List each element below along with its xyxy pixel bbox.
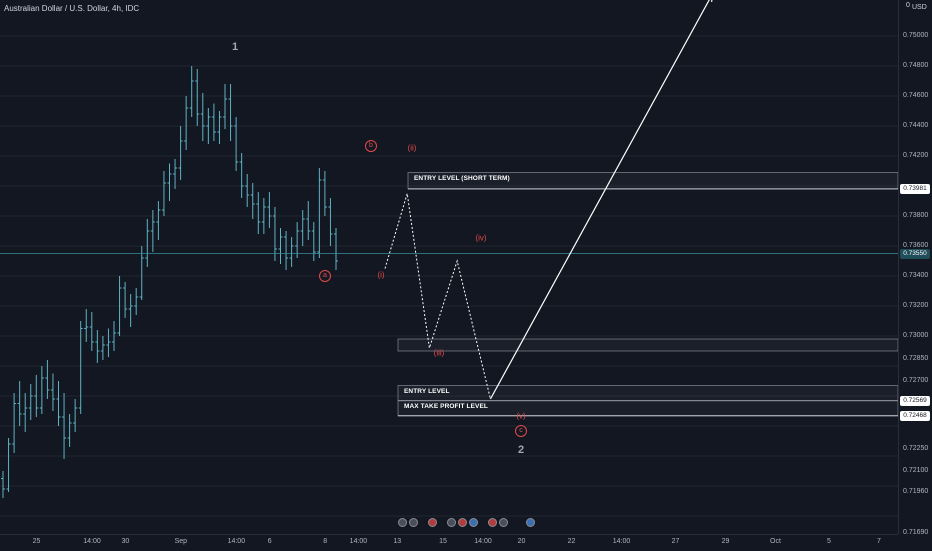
wave-tool-icon[interactable] <box>469 518 478 527</box>
projection-arrow <box>489 0 710 400</box>
price-axis[interactable]: 0.75000 0.74800 0.74600 0.74400 0.74200 0.738… <box>898 0 932 536</box>
time-tick-label: 22 <box>567 538 576 545</box>
time-tick-label: 6 <box>267 538 272 545</box>
price-tick-label: 0.74400 <box>903 122 929 129</box>
wave-tool-icon[interactable] <box>458 518 467 527</box>
time-tick-label: 15 <box>439 538 447 545</box>
time-tick-label: Oct <box>770 538 781 545</box>
price-tick-label: 0.72700 <box>903 377 929 384</box>
level-label: ENTRY LEVEL <box>404 387 450 395</box>
price-tick-label: 0.74800 <box>903 62 929 69</box>
time-axis[interactable]: 25 14:00 30 Sep 14:00 6 8 14:00 13 15 14:00 20 22 14:… <box>0 534 898 551</box>
wave-label: (ii) <box>407 143 417 153</box>
time-tick-label: 14:00 <box>227 538 246 545</box>
chart-title: Australian Dollar / U.S. Dollar, 4h, IDC <box>4 4 140 13</box>
wave-label: (iv) <box>475 233 487 243</box>
price-tick-label: 0.74200 <box>903 152 929 159</box>
time-tick-label: Sep <box>174 538 188 545</box>
time-tick-label: 14:00 <box>83 538 101 545</box>
level-price-flag: 0.72468 <box>900 410 930 421</box>
price-tick-label: 0.75000 <box>903 32 929 39</box>
time-tick-label: 27 <box>671 538 680 545</box>
wave-label: a <box>319 270 331 282</box>
wave-label: 1 <box>231 41 239 53</box>
time-tick-label: 20 <box>517 538 526 545</box>
wave-tool-icon[interactable] <box>526 518 535 527</box>
target-zone-box <box>397 338 899 352</box>
time-tick-label: 14:00 <box>612 538 631 545</box>
price-tick-label: 0.73600 <box>903 242 929 249</box>
wave-label: b <box>365 140 377 152</box>
wave-tool-icon[interactable] <box>499 518 508 527</box>
level-box <box>397 385 899 402</box>
time-tick-label: 7 <box>877 538 881 545</box>
price-tick-label: 0.73000 <box>903 332 929 339</box>
time-tick-label: 30 <box>121 538 130 545</box>
currency-label[interactable]: USD <box>912 4 927 11</box>
current-price-flag: 0.73550 <box>900 248 930 259</box>
price-tick-label: 0.71960 <box>903 488 929 495</box>
time-tick-label: 14:00 <box>349 538 368 545</box>
price-tick-label: 0.72100 <box>903 467 929 474</box>
projection-path <box>384 193 491 400</box>
wave-tool-icon[interactable] <box>447 518 456 527</box>
wave-label: c <box>515 425 527 437</box>
wave-tool-icon[interactable] <box>428 518 437 527</box>
price-tick-label: 0.71690 <box>903 528 929 536</box>
wave-label: (v) <box>516 411 526 421</box>
wave-label: (iii) <box>433 348 445 358</box>
price-tick-label: 0.73400 <box>903 272 929 279</box>
level-price-flag: 0.73981 <box>900 183 930 194</box>
time-tick-label: 8 <box>323 538 328 545</box>
wave-tool-icon[interactable] <box>488 518 497 527</box>
price-tick-label: 0.73800 <box>903 212 929 219</box>
time-tick-label: 13 <box>393 538 402 545</box>
price-tick-label: 0.73200 <box>903 302 929 309</box>
price-tick-label: 0.72250 <box>903 444 929 452</box>
wave-tool-icon[interactable] <box>398 518 407 527</box>
price-tick-label: 0.72850 <box>903 354 929 362</box>
level-price-flag: 0.72569 <box>900 395 930 406</box>
time-tick-label: 5 <box>827 538 831 545</box>
price-tick-label: 0.74600 <box>903 92 929 99</box>
wave-label: 2 <box>517 444 525 456</box>
time-tick-label: 25 <box>32 538 41 545</box>
drawing-toolbar <box>398 518 535 527</box>
level-label: ENTRY LEVEL (SHORT TERM) <box>414 174 510 182</box>
wave-label: (i) <box>377 270 385 280</box>
time-tick-label: 14:00 <box>474 538 492 545</box>
currency-menu-value[interactable]: 0 <box>906 2 910 9</box>
level-label: MAX TAKE PROFIT LEVEL <box>404 402 488 410</box>
wave-tool-icon[interactable] <box>409 518 418 527</box>
time-tick-label: 29 <box>721 538 730 545</box>
